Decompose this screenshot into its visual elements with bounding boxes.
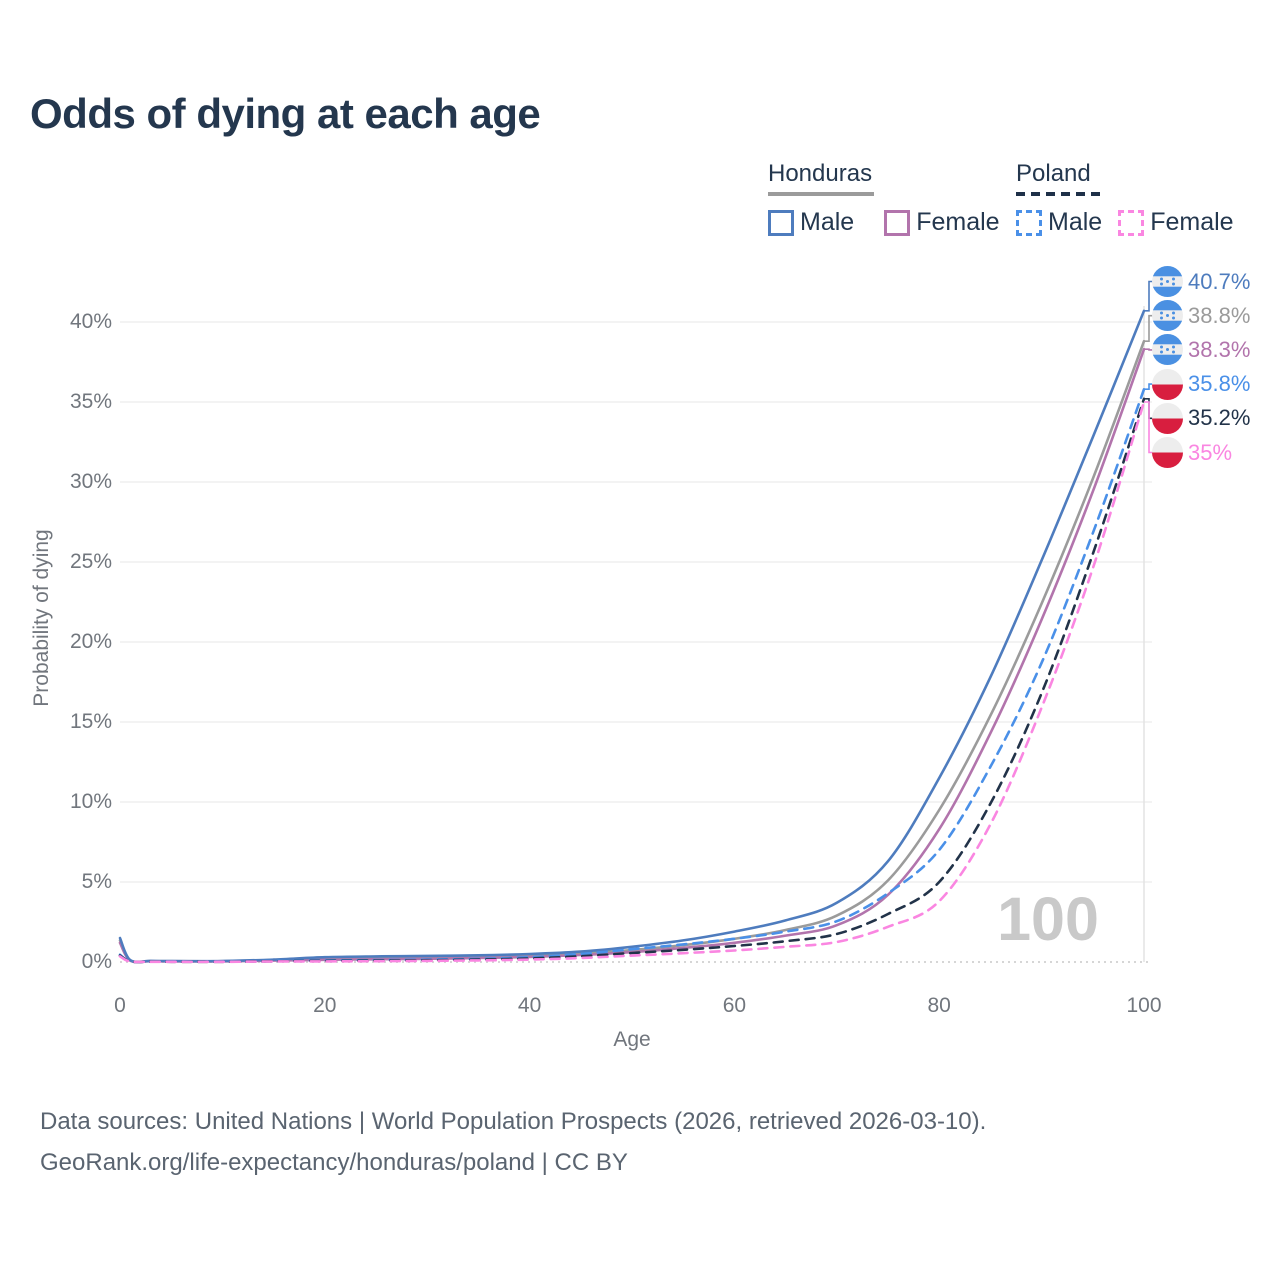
end-label-connector xyxy=(1144,401,1154,454)
end-label-poland-2: 35% xyxy=(1152,437,1232,469)
data-sources-text: Data sources: United Nations | World Pop… xyxy=(40,1108,987,1135)
legend-swatch-poland-female[interactable] xyxy=(1118,209,1145,236)
x-tick-label: 20 xyxy=(313,994,337,1017)
legend-label-poland-male[interactable]: Male xyxy=(1048,208,1103,236)
poland-flag-icon xyxy=(1152,368,1183,400)
legend-group-poland: Poland Male Female xyxy=(1016,160,1234,237)
x-axis-title: Age xyxy=(613,1028,651,1051)
poland-dashed-line-swatch xyxy=(1016,192,1100,196)
attribution-text: GeoRank.org/life-expectancy/honduras/pol… xyxy=(40,1149,628,1176)
series-line-honduras-female[interactable] xyxy=(118,347,1146,964)
series-line-honduras-both-sexes[interactable] xyxy=(118,339,1146,964)
legend-country-honduras[interactable]: Honduras xyxy=(768,160,873,187)
end-label-value: 35.8% xyxy=(1188,371,1251,397)
series-line-poland-female[interactable] xyxy=(118,400,1146,964)
legend-country-poland[interactable]: Poland xyxy=(1016,160,1091,187)
y-tick-label: 15% xyxy=(69,710,112,733)
honduras-flag-icon xyxy=(1152,300,1183,332)
end-label-connector xyxy=(1144,314,1154,342)
x-tick-label: 40 xyxy=(517,994,542,1017)
end-label-value: 35.2% xyxy=(1188,405,1251,431)
honduras-solid-line-swatch xyxy=(768,192,874,196)
y-tick-label: 25% xyxy=(69,550,112,573)
end-label-value: 38.3% xyxy=(1188,336,1251,362)
y-tick-label: 35% xyxy=(69,390,112,413)
end-label-value: 35% xyxy=(1188,439,1233,465)
y-tick-label: 5% xyxy=(81,870,112,893)
y-tick-label: 10% xyxy=(69,790,112,813)
legend-swatch-honduras-female[interactable] xyxy=(884,209,911,236)
x-tick-label: 0 xyxy=(114,994,126,1017)
poland-flag-icon xyxy=(1152,402,1183,434)
honduras-flag-icon xyxy=(1152,266,1183,297)
legend-swatch-honduras-male[interactable] xyxy=(768,209,794,236)
end-label-honduras-0: 40.7% xyxy=(1152,266,1250,298)
poland-flag-icon xyxy=(1152,437,1183,468)
x-tick-label: 60 xyxy=(722,994,747,1017)
end-label-connector xyxy=(1144,348,1154,351)
end-label-value: 38.8% xyxy=(1188,302,1251,328)
legend-label-honduras-female[interactable]: Female xyxy=(916,208,1000,236)
legend-label-honduras-male[interactable]: Male xyxy=(800,208,855,236)
legend-swatch-poland-male[interactable] xyxy=(1016,209,1042,236)
end-label-connector xyxy=(1144,383,1154,390)
page-title: Odds of dying at each age xyxy=(30,90,541,137)
y-tick-label: 30% xyxy=(69,470,112,493)
honduras-flag-icon xyxy=(1152,334,1183,366)
series-line-honduras-male[interactable] xyxy=(118,309,1146,964)
y-tick-label: 40% xyxy=(69,310,112,333)
legend-group-honduras: Honduras Male Female xyxy=(768,160,1000,237)
end-label-honduras-2: 38.3% xyxy=(1152,334,1250,366)
end-label-poland-1: 35.2% xyxy=(1152,402,1250,434)
y-tick-label: 0% xyxy=(81,950,112,973)
end-label-honduras-1: 38.8% xyxy=(1152,300,1250,332)
end-label-poland-0: 35.8% xyxy=(1152,368,1250,400)
end-label-connector xyxy=(1144,280,1154,312)
end-label-value: 40.7% xyxy=(1188,268,1251,294)
series-line-poland-both-sexes[interactable] xyxy=(118,397,1146,964)
x-tick-label: 100 xyxy=(1126,994,1162,1017)
y-tick-label: 20% xyxy=(69,630,112,653)
legend-label-poland-female[interactable]: Female xyxy=(1150,208,1234,236)
y-axis-title: Probability of dying xyxy=(30,529,53,707)
hovered-age-watermark: 100 xyxy=(997,885,1099,953)
x-tick-label: 80 xyxy=(927,994,951,1017)
